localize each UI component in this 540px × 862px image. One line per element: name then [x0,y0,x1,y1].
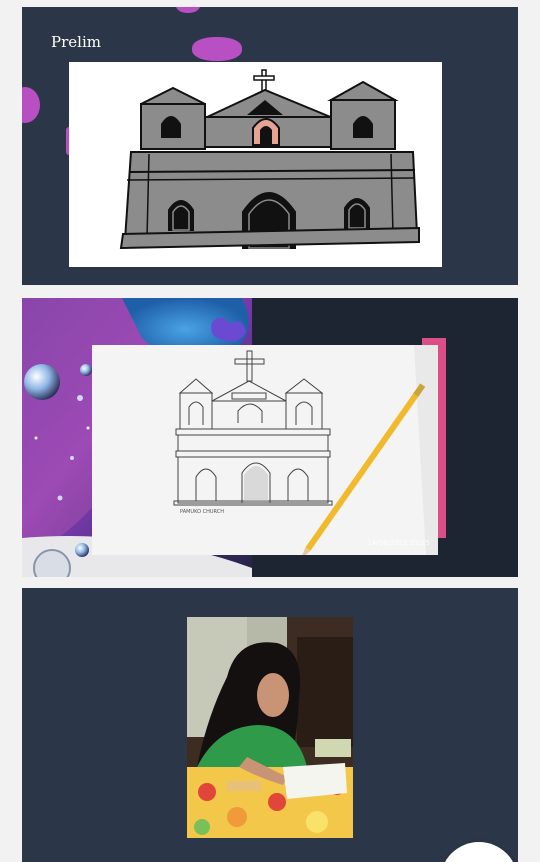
slide-1[interactable]: Prelim [22,7,518,285]
floating-action-button[interactable] [440,842,518,862]
decorative-blob [176,7,200,13]
student-drawing-photo [187,617,353,838]
sketch-caption: PAMUKO CHURCH [180,509,224,515]
decorative-blob [22,87,40,123]
pencil-sketch-image: PAMUKO CHURCH [92,345,438,561]
slide-title: Prelim [51,33,101,51]
church-illustration [119,69,420,250]
photo-timestamp: 14/06/2022 23:25 [367,539,430,547]
sketch-photo[interactable]: PAMUKO CHURCH 14/06/2022 23:25 [92,345,438,561]
slide-3[interactable] [22,588,518,862]
church-drawing-image[interactable] [69,62,442,267]
decorative-blob [192,37,242,61]
student-photo[interactable] [187,617,353,838]
slide-2[interactable]: PAMUKO CHURCH 14/06/2022 23:25 [22,298,518,577]
